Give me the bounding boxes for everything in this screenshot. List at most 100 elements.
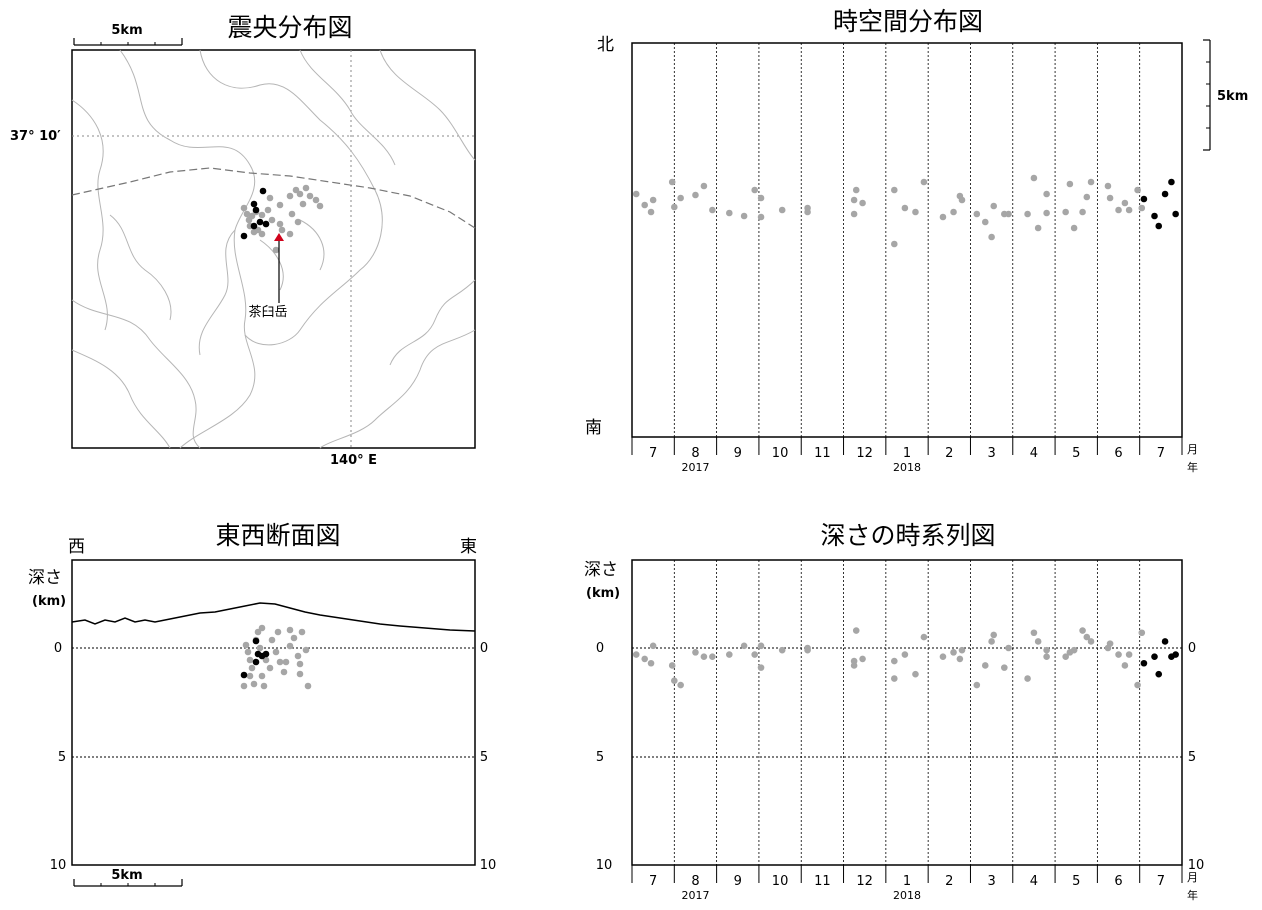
past-event-dot (920, 178, 928, 186)
past-event-dot (671, 677, 678, 684)
past-event-dot (647, 208, 655, 216)
month-label: 9 (734, 874, 742, 889)
volcano-label: 茶臼岳 (248, 304, 287, 320)
past-hypocenter-dot (268, 636, 276, 644)
lon-label: 140° E (330, 453, 377, 468)
past-event-dot (709, 206, 716, 214)
past-epicenter-dot (276, 201, 284, 209)
past-event-dot (1034, 638, 1042, 645)
month-label: 11 (814, 446, 831, 461)
ew-section-title: 東西断面図 (215, 521, 340, 550)
month-label: 3 (987, 446, 995, 461)
recent-hypocenter-dot (252, 637, 260, 645)
past-event-dot (1134, 681, 1141, 689)
past-epicenter-dot (306, 192, 314, 200)
past-event-dot (671, 203, 678, 211)
past-hypocenter-dot (246, 672, 254, 680)
past-hypocenter-dot (298, 628, 306, 636)
past-epicenter-dot (248, 212, 256, 220)
epicenter-scale-label: 5km (111, 23, 142, 38)
year-label-2017: 2017 (681, 461, 709, 474)
depth-series-dots (632, 627, 1179, 689)
ew-tick-5-right: 5 (480, 750, 488, 765)
past-event-dot (778, 646, 786, 654)
month-label: 7 (1157, 446, 1165, 461)
past-hypocenter-dot (256, 644, 264, 652)
recent-event-dot (1172, 651, 1179, 658)
past-event-dot (1125, 206, 1133, 214)
past-event-dot (891, 240, 898, 248)
past-event-dot (641, 655, 648, 663)
ew-scale-label: 5km (111, 868, 142, 883)
recent-epicenter-dot (240, 232, 248, 240)
recent-event-dot (1140, 659, 1148, 667)
past-event-dot (1125, 651, 1133, 658)
past-event-dot (939, 213, 947, 221)
ew-section-panel: 東西断面図 西 東 深さ (km) 0 5 10 0 5 10 5km (28, 521, 497, 887)
past-event-dot (1062, 208, 1069, 216)
past-epicenter-dot (296, 190, 304, 198)
past-event-dot (1005, 644, 1012, 652)
past-hypocenter-dot (262, 656, 270, 664)
south-label: 南 (585, 418, 602, 438)
ds-depth-label: 深さ (584, 560, 618, 580)
past-epicenter-dot (266, 194, 274, 202)
ew-tick-0-left: 0 (54, 641, 62, 656)
year-label-2018: 2018 (893, 461, 921, 474)
month-label: 7 (649, 874, 657, 889)
past-event-dot (973, 681, 981, 689)
past-epicenter-dot (272, 246, 280, 254)
year-unit-label: 年 (1187, 888, 1198, 902)
depth-series-title: 深さの時系列図 (820, 521, 995, 550)
past-hypocenter-dot (258, 672, 266, 680)
past-event-dot (757, 213, 765, 221)
past-event-dot (692, 191, 699, 199)
past-event-dot (950, 208, 957, 216)
past-epicenter-dot (302, 184, 310, 192)
ds-tick-10-left: 10 (596, 858, 613, 873)
past-event-dot (632, 651, 640, 658)
past-epicenter-dot (276, 220, 284, 228)
ew-depth-ticks: 0 5 10 0 5 10 (50, 641, 497, 873)
past-event-dot (1043, 190, 1050, 198)
past-event-dot (757, 642, 765, 650)
past-event-dot (891, 675, 898, 682)
past-epicenter-dot (278, 226, 286, 234)
timespace-dots (632, 174, 1179, 248)
past-event-dot (939, 653, 947, 661)
past-event-dot (641, 201, 648, 209)
past-event-dot (850, 210, 858, 218)
past-event-dot (649, 196, 657, 204)
past-hypocenter-dot (290, 634, 298, 642)
ew-tick-10-left: 10 (50, 858, 67, 873)
past-event-dot (1034, 224, 1042, 232)
past-event-dot (850, 196, 858, 204)
past-epicenter-dot (288, 210, 296, 218)
year-unit-label: 年 (1187, 460, 1198, 474)
past-epicenter-dot (286, 230, 294, 238)
epicenter-scale-bar: 5km (73, 23, 183, 46)
recent-event-dot (1168, 178, 1175, 186)
month-label: 2 (945, 446, 953, 461)
ew-tick-10-right: 10 (480, 858, 497, 873)
recent-event-dot (1151, 653, 1158, 661)
terrain-contours (71, 49, 476, 449)
past-event-dot (668, 178, 676, 186)
month-label: 6 (1114, 446, 1122, 461)
past-event-dot (1083, 633, 1091, 641)
past-event-dot (958, 196, 966, 204)
past-event-dot (726, 209, 733, 217)
past-event-dot (1024, 210, 1031, 218)
past-event-dot (901, 651, 909, 658)
past-event-dot (950, 649, 957, 656)
past-event-dot (1062, 653, 1069, 661)
past-epicenter-dot (294, 218, 302, 226)
past-event-dot (1104, 182, 1112, 190)
recent-epicenter-dot (252, 206, 260, 214)
past-event-dot (920, 633, 928, 641)
recent-event-dot (1140, 195, 1148, 203)
past-event-dot (726, 651, 733, 658)
past-event-dot (1087, 178, 1095, 186)
past-epicenter-dot (312, 196, 320, 204)
north-label: 北 (597, 35, 614, 55)
